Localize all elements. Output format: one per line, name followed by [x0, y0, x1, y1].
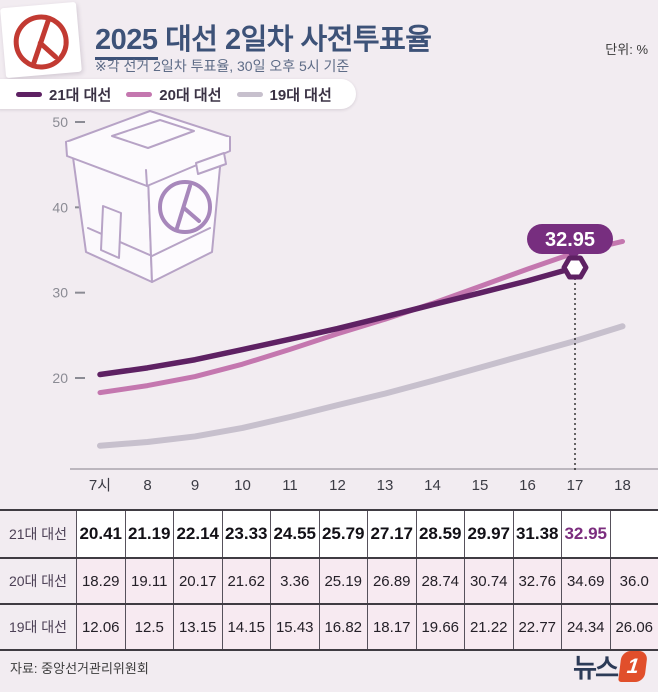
data-table: 21대 대선 20.41 21.19 22.14 23.33 24.55 25.79 27.1…: [0, 509, 658, 651]
news1-logo-text: 뉴스: [573, 653, 619, 683]
news1-logo: 뉴스 1: [573, 648, 648, 685]
table-cell: 20.17: [173, 559, 222, 603]
x-axis-label: 15: [472, 477, 489, 494]
legend-swatch-icon: [236, 91, 263, 97]
chart-legend: 21대 대선 20대 대선 19대 대선: [0, 79, 356, 109]
table-row: 19대 대선 12.06 12.5 13.15 14.15 15.43 16.82 18.17…: [0, 603, 658, 651]
table-cell: 28.59: [415, 511, 464, 557]
annotation-value: 32.95: [545, 229, 595, 251]
table-cell: 12.5: [124, 605, 173, 649]
x-axis-label: 16: [519, 477, 536, 494]
table-cell: 21.19: [124, 511, 173, 557]
annotation-pill: [527, 224, 613, 254]
title-year: 2025: [95, 24, 158, 60]
table-cell: 22.77: [512, 605, 561, 649]
page-title: 2025 대선 2일차 사전투표율: [95, 16, 432, 60]
table-cell: 34.69: [561, 559, 610, 603]
table-cell: 30.74: [464, 559, 513, 603]
chart-annotation: 32.95: [527, 224, 613, 472]
unit-label: 단위: %: [605, 42, 648, 57]
table-cell: 19.66: [415, 605, 464, 649]
y-axis-label: 50: [52, 114, 68, 130]
table-cell: 21.62: [221, 559, 270, 603]
table-cell: 32.76: [512, 559, 561, 603]
x-axis-label: 14: [424, 477, 441, 494]
table-cell: 15.43: [270, 605, 319, 649]
table-cell: 22.14: [173, 511, 222, 557]
data-point-marker: [561, 255, 589, 280]
legend-item-2: 19대 대선: [236, 84, 332, 105]
table-cell: 3.36: [270, 559, 319, 603]
y-axis-label: 30: [52, 285, 68, 301]
voting-stamp-icon: [13, 14, 69, 70]
table-cell: 20.41: [76, 511, 125, 557]
table-cell: 28.74: [415, 559, 464, 603]
x-axis-label: 10: [234, 477, 251, 494]
legend-swatch-icon: [126, 91, 153, 97]
x-axis-labels: 7시 8 9 10 11 12 13 14 15 16 17 18: [89, 477, 631, 494]
x-axis-label: 12: [329, 477, 346, 494]
legend-item-1: 20대 대선: [126, 84, 222, 105]
table-cell: 16.82: [318, 605, 367, 649]
page-subtitle: ※각 선거 2일차 투표율, 30일 오후 5시 기준: [95, 58, 350, 74]
title-text: 대선 2일차 사전투표율: [157, 24, 432, 56]
table-row-label: 19대 대선: [8, 619, 68, 635]
table-cell: 18.17: [367, 605, 416, 649]
x-axis-label: 17: [567, 477, 584, 494]
x-axis-label: 13: [377, 477, 394, 494]
table-row: 20대 대선 18.29 19.11 20.17 21.62 3.36 25.19 26.89…: [0, 557, 658, 603]
x-axis-label: 11: [282, 477, 298, 494]
table-cell: 31.38: [512, 511, 561, 557]
table-cell: 14.15: [221, 605, 270, 649]
ballot-box-icon: [65, 110, 231, 283]
y-axis-label: 20: [52, 370, 68, 386]
chart-series: [97, 238, 626, 449]
table-cell: 26.89: [367, 559, 416, 603]
ballot-stamp-logo: [0, 1, 82, 79]
table-cell: 21.22: [464, 605, 513, 649]
legend-label: 20대 대선: [159, 86, 222, 104]
table-cell: 13.15: [173, 605, 222, 649]
series-line-1: [97, 238, 625, 396]
table-cell: 27.17: [367, 511, 416, 557]
table-row: 21대 대선 20.41 21.19 22.14 23.33 24.55 25.79 27.1…: [0, 509, 658, 557]
table-cell: 26.06: [609, 605, 658, 649]
source-credit: 자료: 중앙선거관리위원회: [10, 661, 149, 676]
legend-label: 21대 대선: [49, 86, 112, 104]
x-axis-label: 7시: [89, 477, 111, 494]
table-row-label: 20대 대선: [8, 573, 68, 589]
table-cell: 36.0: [609, 559, 658, 603]
legend-item-0: 21대 대선: [16, 84, 111, 105]
table-cell: 23.33: [221, 511, 270, 557]
legend-swatch-icon: [16, 91, 42, 97]
table-cell: 19.11: [124, 559, 173, 603]
x-axis-label: 18: [614, 477, 631, 494]
legend-label: 19대 대선: [269, 86, 332, 104]
table-cell: 25.79: [318, 511, 367, 557]
x-axis-label: 8: [143, 477, 151, 494]
table-row-label: 21대 대선: [8, 526, 68, 542]
table-cell: 32.95: [561, 511, 610, 557]
table-cell: 29.97: [464, 511, 513, 557]
series-line-0: [97, 323, 626, 449]
table-cell: 18.29: [76, 559, 125, 603]
series-line-2: [97, 264, 578, 378]
table-cell: 25.19: [318, 559, 367, 603]
news1-logo-badge: 1: [618, 651, 648, 682]
y-axis-label: 40: [52, 199, 68, 215]
table-cell: 12.06: [76, 605, 125, 649]
table-cell: [609, 511, 658, 557]
x-axis-label: 9: [191, 477, 199, 494]
table-cell: 24.55: [270, 511, 319, 557]
table-cell: 24.34: [561, 605, 610, 649]
